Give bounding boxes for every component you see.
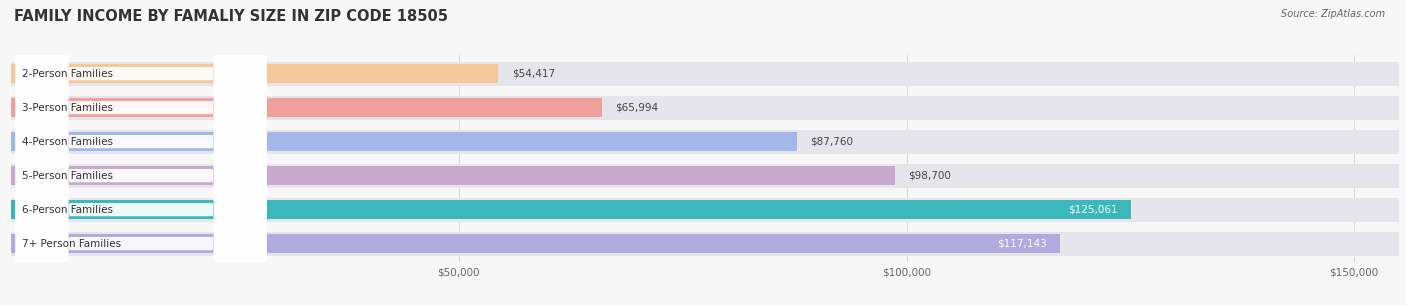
Bar [11,62,1399,85]
Bar [11,198,1399,221]
Bar [11,234,1060,253]
FancyBboxPatch shape [15,0,266,305]
Bar [11,132,797,152]
Text: FAMILY INCOME BY FAMALIY SIZE IN ZIP CODE 18505: FAMILY INCOME BY FAMALIY SIZE IN ZIP COD… [14,9,449,24]
FancyBboxPatch shape [15,0,266,305]
Text: $125,061: $125,061 [1069,205,1118,215]
Bar [11,130,1399,153]
Text: 6-Person Families: 6-Person Families [22,205,112,215]
Text: $117,143: $117,143 [997,239,1046,249]
Bar [11,98,602,117]
FancyBboxPatch shape [15,0,266,305]
Text: 7+ Person Families: 7+ Person Families [22,239,121,249]
Bar [11,166,894,185]
Text: $87,760: $87,760 [810,137,853,147]
Text: $54,417: $54,417 [512,69,555,79]
Text: 4-Person Families: 4-Person Families [22,137,112,147]
Bar [11,64,499,84]
Bar [11,96,1399,120]
Text: Source: ZipAtlas.com: Source: ZipAtlas.com [1281,9,1385,19]
Bar [11,232,1399,256]
Bar [11,200,1130,220]
Text: $98,700: $98,700 [908,170,952,181]
Bar [11,164,1399,188]
FancyBboxPatch shape [15,0,266,305]
FancyBboxPatch shape [15,0,266,305]
FancyBboxPatch shape [15,0,266,305]
Text: 3-Person Families: 3-Person Families [22,102,112,113]
Text: $65,994: $65,994 [616,102,658,113]
Text: 5-Person Families: 5-Person Families [22,170,112,181]
Text: 2-Person Families: 2-Person Families [22,69,112,79]
